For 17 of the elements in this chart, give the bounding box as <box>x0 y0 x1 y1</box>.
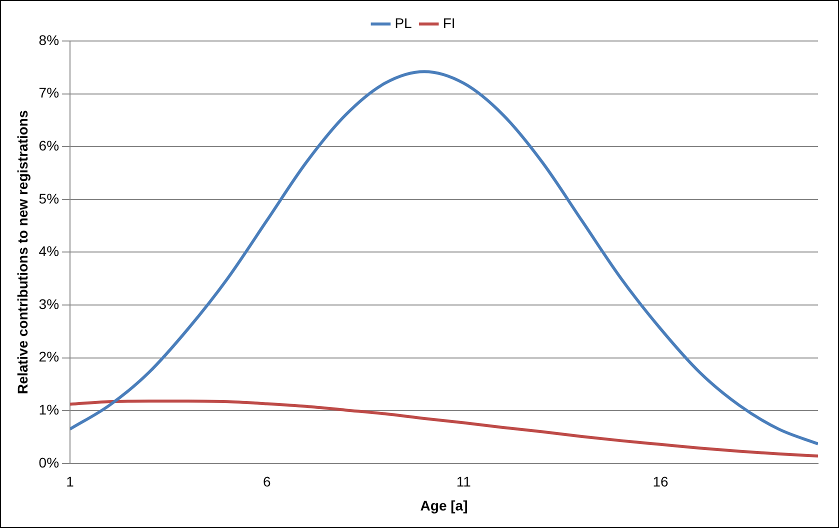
legend-label: FI <box>442 14 456 31</box>
y-tick-label: 7% <box>38 84 60 101</box>
x-tick-label: 11 <box>456 474 472 490</box>
y-tick-label: 6% <box>38 137 60 154</box>
y-tick-label: 8% <box>38 32 60 48</box>
y-tick-label: 1% <box>38 401 60 418</box>
y-tick-label: 2% <box>38 348 60 365</box>
y-tick-label: 3% <box>38 296 60 312</box>
y-tick-label: 5% <box>38 190 60 206</box>
y-tick-label: 0% <box>38 454 60 470</box>
x-tick-label: 6 <box>262 474 271 490</box>
x-tick-label: 16 <box>652 474 669 490</box>
y-axis-title: Relative contributions to new registrations <box>14 110 30 394</box>
x-axis-title: Age [a] <box>420 497 468 514</box>
y-tick-label: 4% <box>38 243 60 260</box>
x-tick-label: 1 <box>66 474 74 490</box>
legend-label: PL <box>394 14 412 31</box>
